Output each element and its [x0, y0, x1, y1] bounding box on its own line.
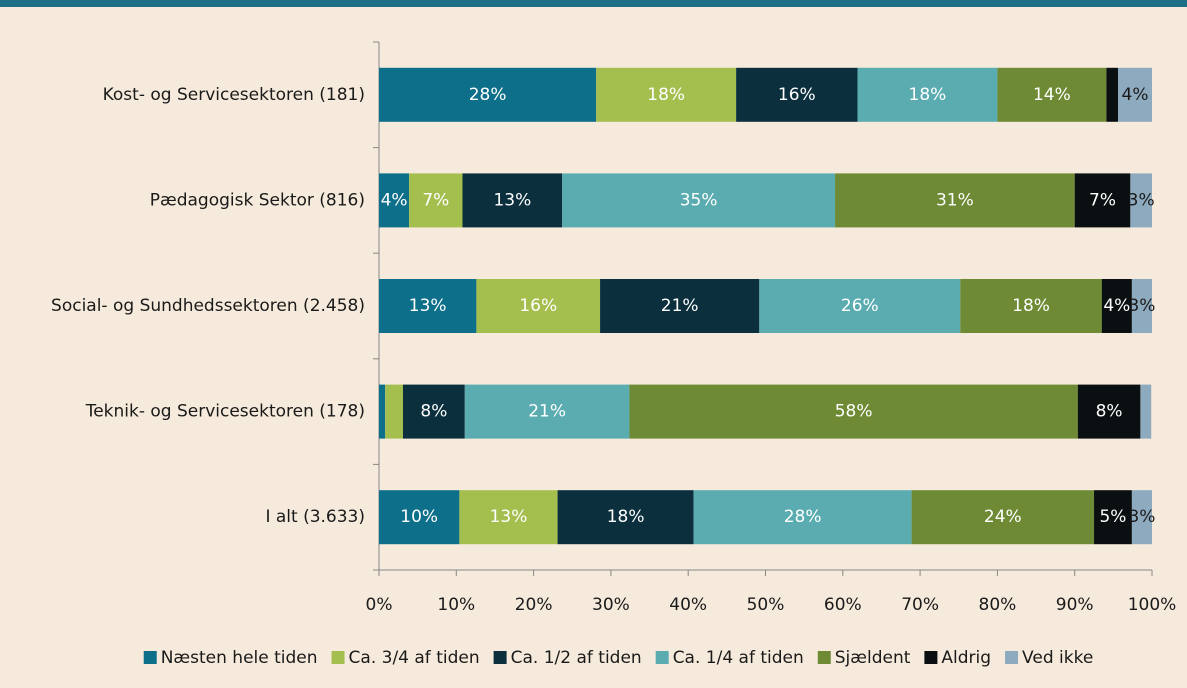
- bar-segment: [1106, 67, 1118, 122]
- y-tick-label: Social- og Sundhedssektoren (2.458): [51, 296, 365, 316]
- legend-label: Ved ikke: [1022, 648, 1093, 668]
- legend-swatch: [924, 651, 938, 664]
- bar-segment: [759, 279, 961, 333]
- bar-segment: [1094, 490, 1132, 545]
- data-label: 28%: [469, 85, 507, 105]
- bar-segment: [459, 490, 558, 545]
- bar-segment: [1101, 279, 1132, 333]
- legend-swatch: [493, 651, 507, 664]
- x-tick-label: 90%: [1056, 595, 1094, 615]
- bar-segment: [960, 279, 1102, 333]
- legend-swatch: [331, 651, 345, 664]
- bar-segment: [379, 67, 597, 122]
- bar-segment: [1077, 384, 1141, 439]
- data-label: 4%: [381, 190, 408, 210]
- bar-segment: [1130, 173, 1152, 228]
- data-label: 18%: [1012, 296, 1050, 316]
- legend-swatch: [1005, 651, 1019, 664]
- bar-segment: [736, 67, 858, 122]
- bar-segment: [1074, 173, 1131, 228]
- legend-swatch: [817, 651, 831, 664]
- bar-segment: [1131, 279, 1152, 333]
- x-tick-label: 50%: [747, 595, 785, 615]
- y-tick-label: Pædagogisk Sektor (816): [150, 190, 365, 210]
- bar-segment: [464, 384, 630, 439]
- data-label: 10%: [400, 507, 438, 527]
- y-tick-label: Teknik- og Servicesektoren (178): [85, 402, 365, 422]
- data-label: 3%: [1128, 296, 1155, 316]
- bar-segment: [1131, 490, 1152, 545]
- data-label: 31%: [936, 190, 974, 210]
- bar-segment: [596, 67, 737, 122]
- bar-segment: [402, 384, 465, 439]
- data-label: 14%: [1033, 85, 1071, 105]
- data-label: 13%: [490, 507, 528, 527]
- bar-segment: [385, 384, 403, 439]
- top-border: [0, 0, 1187, 7]
- x-tick-label: 100%: [1128, 595, 1177, 615]
- data-label: 18%: [647, 85, 685, 105]
- legend-label: Næsten hele tiden: [161, 648, 318, 668]
- legend-swatch: [655, 651, 669, 664]
- legend-label: Ca. 1/4 af tiden: [673, 648, 804, 668]
- data-label: 16%: [778, 85, 816, 105]
- x-tick-label: 60%: [824, 595, 862, 615]
- x-tick-label: 30%: [592, 595, 630, 615]
- data-label: 28%: [784, 507, 822, 527]
- data-label: 7%: [422, 190, 449, 210]
- bar-segment: [562, 173, 836, 228]
- data-label: 35%: [680, 190, 718, 210]
- bar-segment: [1140, 384, 1152, 439]
- legend-swatch: [143, 651, 157, 664]
- legend-label: Aldrig: [941, 648, 991, 668]
- x-tick-label: 80%: [979, 595, 1017, 615]
- bar-segment: [835, 173, 1075, 228]
- bar-segment: [462, 173, 563, 228]
- x-tick-label: 70%: [901, 595, 939, 615]
- bar-segment: [379, 384, 386, 439]
- data-label: 26%: [841, 296, 879, 316]
- y-tick-label: Kost- og Servicesektoren (181): [103, 85, 365, 105]
- data-label: 3%: [1128, 190, 1155, 210]
- x-tick-label: 0%: [366, 595, 393, 615]
- legend-label: Sjældent: [835, 648, 911, 668]
- bar-segment: [911, 490, 1095, 545]
- data-label: 16%: [519, 296, 557, 316]
- legend-label: Ca. 3/4 af tiden: [349, 648, 480, 668]
- data-label: 21%: [661, 296, 699, 316]
- x-tick-label: 10%: [437, 595, 475, 615]
- bar-segment: [476, 279, 601, 333]
- bar-segment: [557, 490, 694, 545]
- bar-segment: [857, 67, 998, 122]
- data-label: 4%: [1122, 85, 1149, 105]
- data-label: 24%: [984, 507, 1022, 527]
- data-label: 8%: [420, 402, 447, 422]
- data-label: 58%: [835, 402, 873, 422]
- bar-segment: [600, 279, 760, 333]
- bar-segment: [379, 279, 477, 333]
- bar-segment: [997, 67, 1107, 122]
- bar-segment: [693, 490, 912, 545]
- data-label: 8%: [1096, 402, 1123, 422]
- data-label: 18%: [607, 507, 645, 527]
- data-label: 18%: [909, 85, 947, 105]
- bar-segment: [379, 490, 460, 545]
- bar-segment: [1117, 67, 1152, 122]
- bar-segment: [409, 173, 463, 228]
- bar-segment: [629, 384, 1078, 439]
- data-label: 7%: [1089, 190, 1116, 210]
- x-tick-label: 40%: [669, 595, 707, 615]
- y-tick-label: I alt (3.633): [265, 507, 365, 527]
- bar-segment: [379, 173, 410, 228]
- x-tick-label: 20%: [515, 595, 553, 615]
- data-label: 3%: [1128, 507, 1155, 527]
- data-label: 13%: [409, 296, 447, 316]
- data-label: 4%: [1103, 296, 1130, 316]
- legend-label: Ca. 1/2 af tiden: [511, 648, 642, 668]
- data-label: 5%: [1099, 507, 1126, 527]
- data-label: 21%: [528, 402, 566, 422]
- data-label: 13%: [493, 190, 531, 210]
